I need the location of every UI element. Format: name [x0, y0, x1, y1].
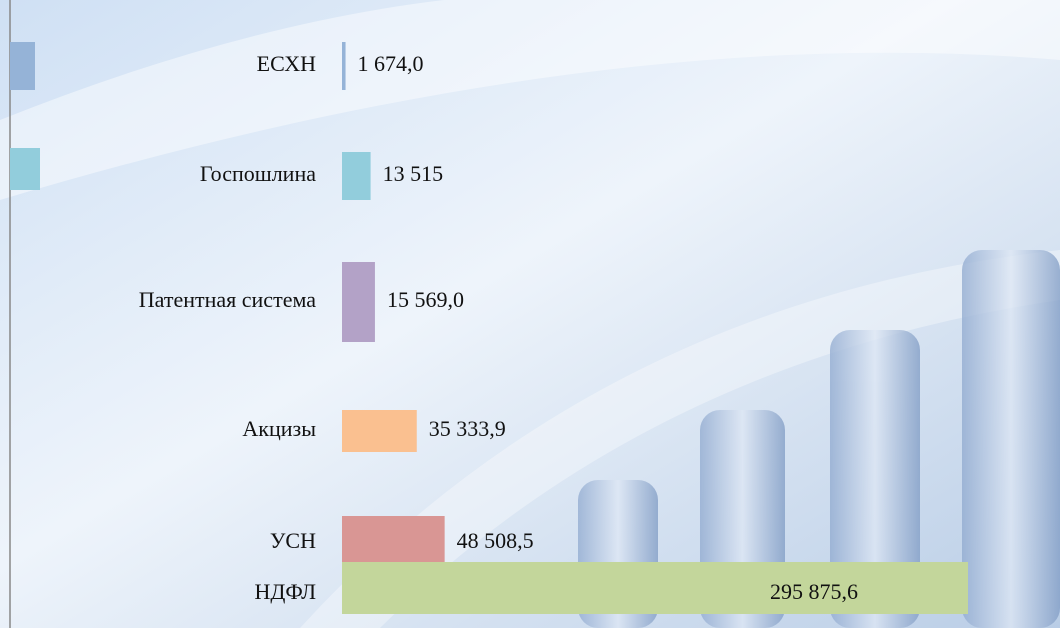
category-label: Акцизы [242, 416, 316, 441]
category-label: ЕСХН [257, 51, 316, 76]
decor-swoosh [0, 0, 1060, 200]
value-label: 35 333,9 [429, 416, 506, 441]
value-label: 13 515 [383, 161, 444, 186]
value-label: 15 569,0 [387, 287, 464, 312]
category-label: Госпошлина [200, 161, 316, 186]
bar [342, 42, 346, 90]
category-label: НДФЛ [254, 579, 316, 604]
decor-swatch [10, 148, 40, 190]
value-label: 1 674,0 [358, 51, 424, 76]
category-label: УСН [270, 528, 316, 553]
bar [342, 152, 371, 200]
category-label: Патентная система [139, 287, 316, 312]
value-label: 48 508,5 [457, 528, 534, 553]
bar [342, 562, 968, 614]
bar [342, 262, 375, 342]
decor-swatch [10, 42, 35, 90]
bar [342, 410, 417, 452]
value-label: 295 875,6 [770, 579, 858, 604]
bar [342, 516, 445, 570]
